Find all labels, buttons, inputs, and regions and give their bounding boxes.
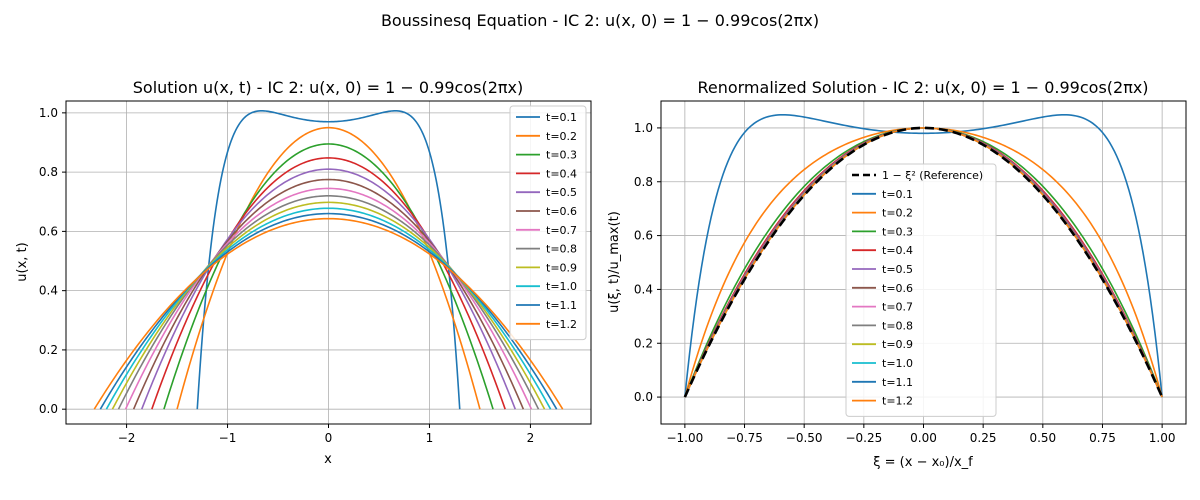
left-legend-label: t=0.5 bbox=[546, 186, 577, 199]
left-plot-title: Solution u(x, t) - IC 2: u(x, 0) = 1 − 0… bbox=[133, 78, 523, 97]
left-x-tick-label: 0 bbox=[325, 431, 333, 445]
left-y-tick-label: 0.8 bbox=[39, 165, 58, 179]
right-legend-label-reference: 1 − ξ² (Reference) bbox=[882, 169, 983, 182]
left-legend-label: t=0.3 bbox=[546, 149, 577, 162]
left-x-tick-label: 2 bbox=[527, 431, 535, 445]
left-series-line-t=0.8 bbox=[117, 195, 540, 410]
left-series-line-t=0.4 bbox=[151, 157, 506, 410]
right-y-tick-label: 0.8 bbox=[634, 175, 653, 189]
left-legend-label: t=0.1 bbox=[546, 111, 577, 124]
right-y-tick-label: 0.4 bbox=[634, 282, 653, 296]
left-legend-label: t=0.6 bbox=[546, 205, 577, 218]
left-series-line-t=0.6 bbox=[132, 178, 525, 410]
right-legend: 1 − ξ² (Reference) t=0.1 t=0.2 t=0.3 t=0.4 t=… bbox=[845, 163, 997, 417]
right-x-tick-label: −0.25 bbox=[845, 431, 882, 445]
figure-suptitle: Boussinesq Equation - IC 2: u(x, 0) = 1 … bbox=[381, 11, 819, 30]
left-plot: Solution u(x, t) - IC 2: u(x, 0) = 1 − 0… bbox=[15, 78, 592, 467]
right-legend-box bbox=[845, 163, 997, 417]
left-series-line-t=1.1 bbox=[99, 212, 558, 410]
right-series-line-t=0.1 bbox=[684, 113, 1163, 398]
right-legend-label: t=0.8 bbox=[882, 319, 913, 332]
right-legend-label: t=0.7 bbox=[882, 301, 913, 314]
right-series-group bbox=[683, 113, 1164, 398]
right-legend-label: t=0.9 bbox=[882, 338, 913, 351]
left-legend-label: t=0.9 bbox=[546, 261, 577, 274]
left-legend-label: t=0.4 bbox=[546, 167, 577, 180]
right-ticks: −1.00 −0.75 −0.50 −0.25 0.00 0.25 0.50 0.75 1.00… bbox=[634, 121, 1176, 445]
right-x-axis-label: ξ = (x − x₀)/x_f bbox=[873, 455, 973, 470]
right-plot-title: Renormalized Solution - IC 2: u(x, 0) = … bbox=[697, 78, 1148, 97]
left-y-tick-label: 0.0 bbox=[39, 402, 58, 416]
right-x-tick-label: 0.75 bbox=[1089, 431, 1116, 445]
right-y-axis-label: u(ξ, t)/u_max(t) bbox=[607, 211, 622, 313]
right-legend-label: t=0.2 bbox=[882, 207, 913, 220]
right-x-tick-label: −0.75 bbox=[726, 431, 763, 445]
right-x-tick-label: 0.50 bbox=[1029, 431, 1056, 445]
left-series-line-t=0.1 bbox=[196, 110, 461, 410]
right-legend-label: t=0.6 bbox=[882, 282, 913, 295]
right-y-tick-label: 0.0 bbox=[634, 390, 653, 404]
left-legend-label: t=0.2 bbox=[546, 130, 577, 143]
right-y-tick-label: 0.2 bbox=[634, 336, 653, 350]
right-x-tick-label: 1.00 bbox=[1149, 431, 1176, 445]
left-ticks: −2 −1 0 1 2 0.0 0.2 0.4 0.6 0.8 1.0 bbox=[39, 106, 534, 445]
right-reference-line bbox=[683, 126, 1164, 398]
left-legend-label: t=1.2 bbox=[546, 318, 577, 331]
left-x-tick-label: −2 bbox=[118, 431, 136, 445]
right-x-tick-label: 0.00 bbox=[910, 431, 937, 445]
right-plot: Renormalized Solution - IC 2: u(x, 0) = … bbox=[607, 78, 1187, 470]
left-series-line-t=0.3 bbox=[163, 143, 494, 410]
right-legend-label: t=1.1 bbox=[882, 376, 913, 389]
right-x-tick-label: −0.50 bbox=[786, 431, 823, 445]
left-series-line-t=0.9 bbox=[111, 201, 546, 410]
right-x-tick-label: 0.25 bbox=[970, 431, 997, 445]
left-x-tick-label: 1 bbox=[426, 431, 434, 445]
left-y-tick-label: 0.6 bbox=[39, 224, 58, 238]
left-y-tick-label: 0.4 bbox=[39, 284, 58, 298]
left-series-line-t=0.5 bbox=[140, 168, 517, 410]
right-y-tick-label: 0.6 bbox=[634, 229, 653, 243]
left-legend-label: t=0.7 bbox=[546, 224, 577, 237]
left-legend-label: t=1.1 bbox=[546, 299, 577, 312]
left-y-tick-label: 0.2 bbox=[39, 343, 58, 357]
left-x-axis-label: x bbox=[324, 452, 332, 467]
right-x-tick-label: −1.00 bbox=[666, 431, 703, 445]
left-legend: t=0.1 t=0.2 t=0.3 t=0.4 t=0.5 t=0.6 t=0.7 t=0.8… bbox=[509, 105, 587, 341]
left-series-group bbox=[93, 110, 564, 410]
left-x-tick-label: −1 bbox=[219, 431, 237, 445]
left-y-tick-label: 1.0 bbox=[39, 106, 58, 120]
left-legend-box bbox=[509, 105, 587, 341]
left-series-line-t=0.7 bbox=[124, 187, 533, 410]
left-legend-label: t=0.8 bbox=[546, 243, 577, 256]
right-legend-label: t=0.4 bbox=[882, 244, 913, 257]
right-legend-label: t=0.5 bbox=[882, 263, 913, 276]
right-legend-label: t=1.2 bbox=[882, 395, 913, 408]
left-series-line-t=1.0 bbox=[105, 207, 552, 410]
left-series-line-t=1.2 bbox=[93, 217, 564, 410]
right-legend-label: t=1.0 bbox=[882, 357, 913, 370]
left-y-axis-label: u(x, t) bbox=[15, 242, 30, 281]
left-legend-label: t=1.0 bbox=[546, 280, 577, 293]
right-legend-label: t=0.1 bbox=[882, 188, 913, 201]
right-y-tick-label: 1.0 bbox=[634, 121, 653, 135]
right-legend-label: t=0.3 bbox=[882, 225, 913, 238]
